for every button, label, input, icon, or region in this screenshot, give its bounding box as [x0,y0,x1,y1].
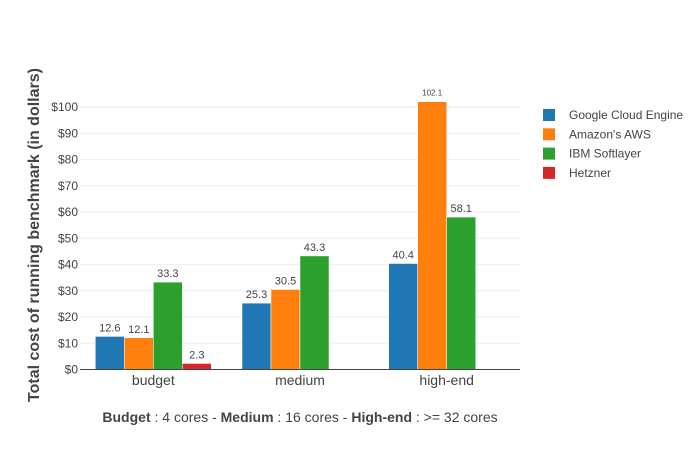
data-label: 33.3 [157,268,178,280]
y-tick-label: $100 [51,100,78,114]
legend-swatch [543,109,555,121]
data-label: 12.1 [128,324,149,336]
bar-budget-1 [124,337,154,370]
y-tick-label: $40 [58,258,78,272]
x-title-highend-bold: High-end [351,409,412,425]
bar-budget-2 [153,281,183,370]
legend: Google Cloud Engine Amazon's AWS IBM Softl… [543,108,683,180]
y-tick-label: $60 [58,205,78,219]
x-axis-title: Budget : 4 cores - Medium : 16 cores - H… [102,409,497,425]
x-tick-label: medium [275,372,325,388]
data-label: 12.6 [99,322,120,334]
legend-item-label: IBM Softlayer [569,147,641,161]
bar-budget-3 [182,363,212,370]
x-tick-label: budget [132,372,175,388]
y-tick-label: $30 [58,284,78,298]
data-label: 30.5 [275,275,296,287]
bar-medium-2 [299,255,330,370]
data-label: 58.1 [450,203,471,215]
legend-item-label: Amazon's AWS [569,127,651,141]
y-tick-label: $0 [65,363,79,377]
y-tick-label: $10 [58,336,78,350]
data-label: 2.3 [189,349,204,361]
bar-high-end-2 [446,216,476,370]
legend-item-label: Hetzner [569,166,611,180]
y-tick-label: $50 [58,231,78,245]
legend-item-label: Google Cloud Engine [569,108,683,122]
bar-medium-0 [241,302,272,370]
y-axis-title: Total cost of running benchmark (in doll… [26,68,43,402]
y-tick-label: $20 [58,310,78,324]
x-title-highend-text: : >= 32 cores [412,409,498,425]
x-title-budget-text: : 4 cores - [151,409,221,425]
y-tick-label: $80 [58,153,78,167]
data-labels: 12.6 12.1 33.3 2.3 25.3 30.5 43.3 40.4 102.1 58.1 [99,89,472,362]
legend-swatch [543,128,555,141]
data-label: 102.1 [422,89,443,98]
bar-high-end-1 [417,101,447,370]
x-title-budget-bold: Budget [102,409,151,425]
legend-swatch [543,147,555,160]
data-label: 43.3 [304,242,325,254]
y-tick-label: $90 [58,126,78,140]
y-axis-ticks: $0 $10 $20 $30 $40 $50 $60 $70 $80 $90 $100 [51,100,78,376]
x-title-medium-text: : 16 cores - [274,409,352,425]
data-label: 40.4 [392,250,413,262]
bars [95,101,476,370]
data-label: 25.3 [246,289,267,301]
bar-medium-1 [270,289,301,370]
x-tick-label: high-end [419,372,474,388]
x-axis-ticks: budget medium high-end [132,372,474,388]
legend-swatch [543,166,555,179]
y-tick-label: $70 [58,179,78,193]
bar-budget-0 [95,336,125,370]
x-title-medium-bold: Medium [221,409,274,425]
bar-high-end-0 [388,263,418,370]
